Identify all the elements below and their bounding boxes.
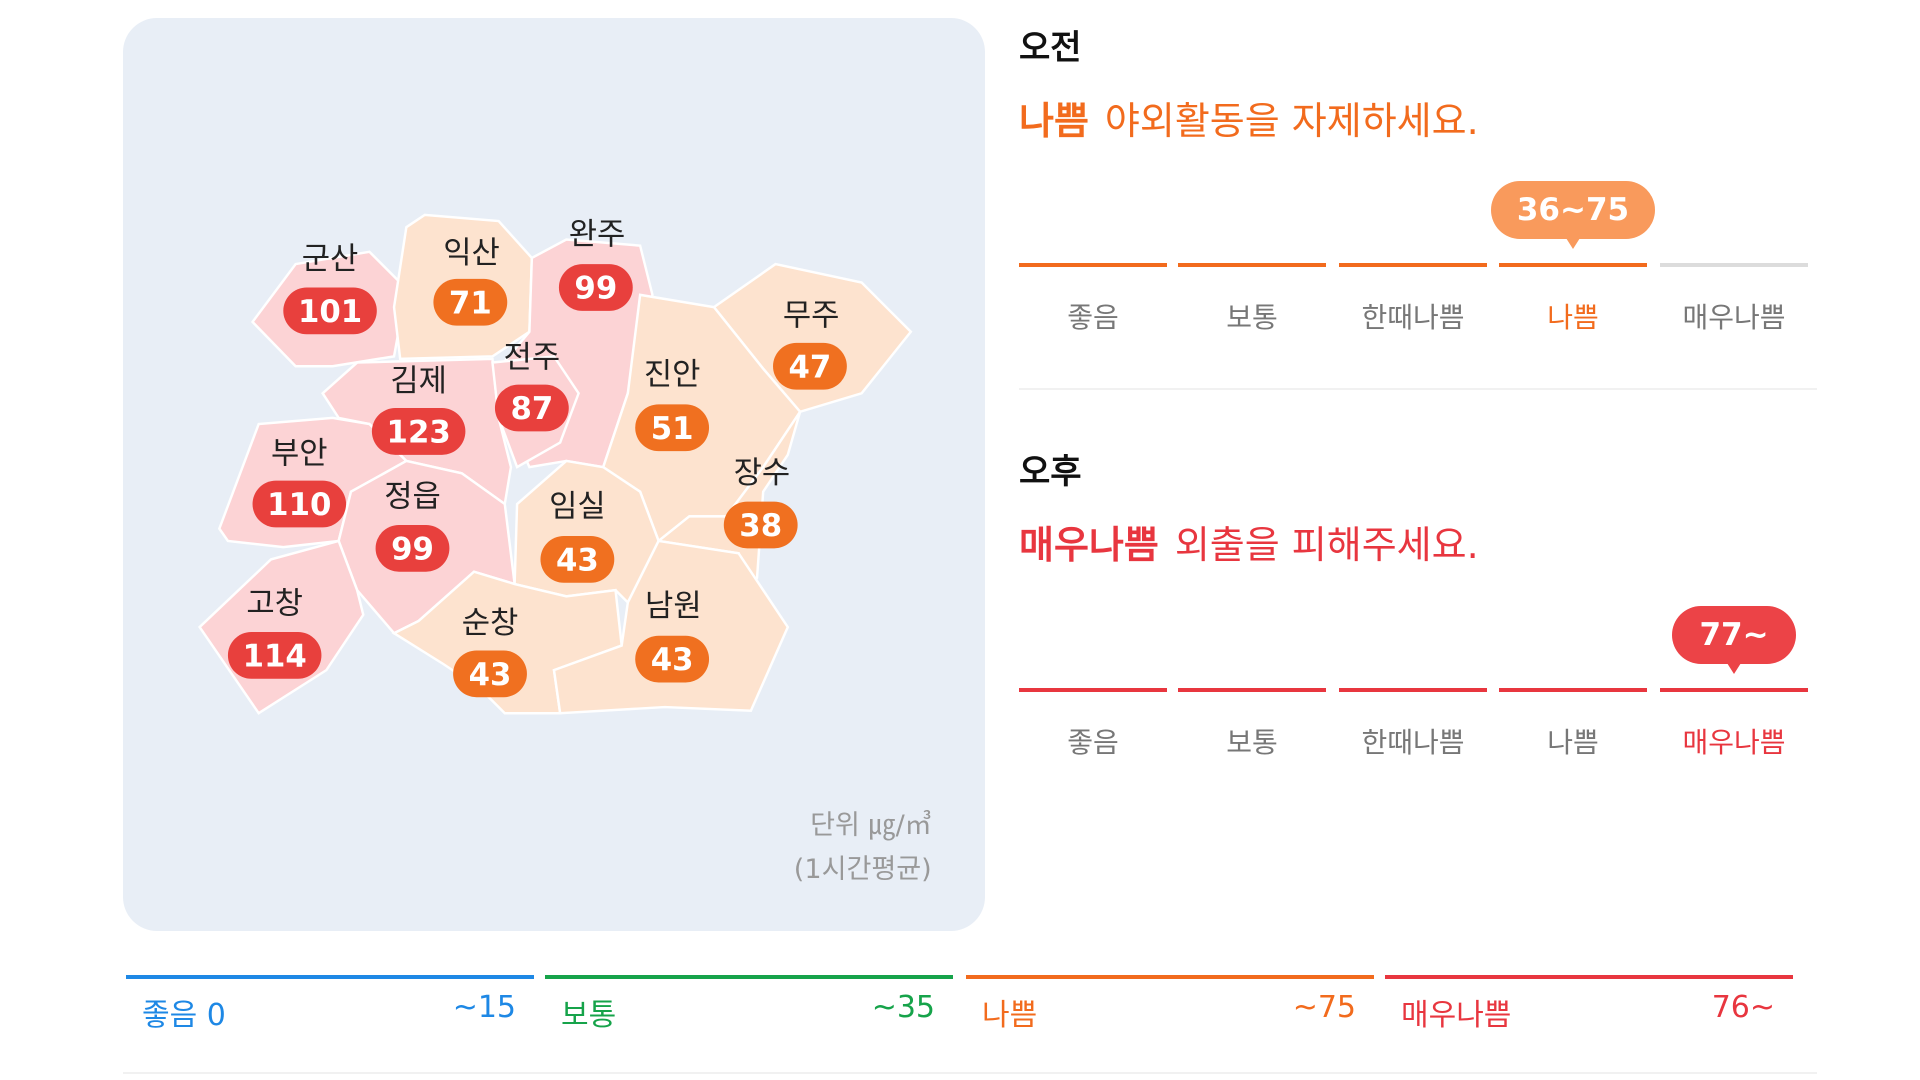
scale-level-label: 나쁨 bbox=[1547, 726, 1599, 759]
afternoon-advice: 외출을 피해주세요. bbox=[1174, 523, 1479, 567]
region-name: 남원 bbox=[645, 588, 702, 624]
section-divider bbox=[1019, 388, 1817, 390]
region-13[interactable] bbox=[552, 539, 790, 715]
region-name: 순창 bbox=[462, 605, 519, 641]
region-value: 38 bbox=[739, 508, 782, 544]
legend-range: 76~ bbox=[1711, 990, 1775, 1025]
region-value: 123 bbox=[387, 415, 451, 451]
scale-bar bbox=[1499, 688, 1647, 692]
scale-level-label: 한때나쁨 bbox=[1361, 726, 1465, 759]
legend-label: 좋음 0 bbox=[142, 998, 226, 1033]
region-value: 43 bbox=[556, 542, 599, 578]
value-badge bbox=[371, 408, 466, 455]
scale-bar bbox=[1339, 688, 1487, 692]
scale-level-label: 나쁨 bbox=[1547, 301, 1599, 334]
value-badge bbox=[635, 404, 710, 452]
value-badge bbox=[540, 536, 615, 583]
scale-level-label: 매우나쁨 bbox=[1682, 301, 1786, 334]
scale-bar bbox=[1178, 263, 1326, 267]
legend-line bbox=[966, 975, 1374, 979]
region-name: 장수 bbox=[734, 455, 791, 491]
scale-bar bbox=[1499, 263, 1647, 267]
value-badge bbox=[433, 278, 508, 326]
scale-bar bbox=[1660, 688, 1808, 692]
region-value: 43 bbox=[469, 657, 512, 693]
region-name: 진안 bbox=[644, 357, 701, 393]
region-value: 47 bbox=[789, 349, 832, 385]
region-value: 43 bbox=[651, 642, 694, 678]
region-name: 완주 bbox=[569, 216, 626, 252]
morning-title: 오전 bbox=[1019, 28, 1082, 68]
legend-range: ~15 bbox=[452, 990, 516, 1025]
afternoon-title: 오후 bbox=[1019, 452, 1082, 492]
legend-line bbox=[545, 975, 953, 979]
scale-bar bbox=[1019, 688, 1167, 692]
region-name: 김제 bbox=[390, 363, 447, 399]
legend-label: 보통 bbox=[561, 998, 617, 1033]
region-value: 71 bbox=[449, 285, 492, 321]
scale-bar bbox=[1339, 263, 1487, 267]
region-name: 부안 bbox=[271, 435, 328, 471]
region-value: 87 bbox=[510, 391, 553, 427]
legend-label: 매우나쁨 bbox=[1401, 998, 1512, 1033]
value-badge bbox=[773, 342, 847, 390]
scale-level-label: 한때나쁨 bbox=[1361, 301, 1465, 334]
legend-range: ~35 bbox=[871, 990, 935, 1025]
value-badge bbox=[558, 264, 633, 311]
air-quality-map: 군산 101 익산 71 완주 99 무주 47 김제 123 전주 87 진안 51 부안 110 정읍 99 장… bbox=[123, 18, 985, 931]
scale-level-label: 매우나쁨 bbox=[1682, 726, 1786, 759]
morning-message: 나쁨 야외활동을 자제하세요. bbox=[1019, 90, 1479, 145]
region-value: 51 bbox=[651, 411, 694, 447]
value-badge bbox=[635, 635, 710, 683]
region-name: 익산 bbox=[443, 235, 500, 271]
region-11[interactable] bbox=[198, 539, 365, 715]
region-name: 정읍 bbox=[384, 478, 441, 514]
scale-level-label: 좋음 bbox=[1067, 726, 1119, 759]
region-name: 전주 bbox=[504, 339, 561, 375]
range-badge: 36~75 bbox=[1491, 181, 1655, 249]
value-badge bbox=[283, 287, 377, 335]
morning-advice: 야외활동을 자제하세요. bbox=[1104, 99, 1479, 143]
legend-line bbox=[1385, 975, 1793, 979]
region-value: 114 bbox=[243, 638, 307, 674]
unit-label: 단위 ㎍/㎥ bbox=[810, 810, 932, 841]
unit-note: (1시간평균) bbox=[794, 854, 932, 885]
legend-range: ~75 bbox=[1292, 990, 1356, 1025]
afternoon-grade: 매우나쁨 bbox=[1019, 523, 1159, 567]
region-name: 고창 bbox=[246, 586, 303, 622]
bottom-divider bbox=[123, 1072, 1817, 1074]
value-badge bbox=[252, 480, 347, 528]
legend-line bbox=[126, 975, 534, 979]
value-badge bbox=[453, 650, 527, 698]
value-badge bbox=[494, 384, 569, 432]
range-badge: 77~ bbox=[1672, 606, 1796, 674]
scale-bar bbox=[1019, 263, 1167, 267]
value-badge bbox=[227, 631, 322, 679]
afternoon-message: 매우나쁨 외출을 피해주세요. bbox=[1019, 514, 1479, 569]
scale-level-label: 보통 bbox=[1226, 301, 1278, 334]
scale-bar bbox=[1178, 688, 1326, 692]
legend-label: 나쁨 bbox=[982, 998, 1038, 1033]
value-badge bbox=[375, 524, 450, 572]
value-badge bbox=[723, 501, 798, 549]
scale-level-label: 보통 bbox=[1226, 726, 1278, 759]
region-name: 무주 bbox=[783, 298, 840, 334]
region-map: 군산 101 익산 71 완주 99 무주 47 김제 123 전주 87 진안 51 부안 110 정읍 99 장… bbox=[198, 213, 932, 885]
region-value: 101 bbox=[298, 294, 362, 330]
region-name: 임실 bbox=[549, 488, 606, 524]
morning-grade: 나쁨 bbox=[1019, 99, 1089, 143]
region-name: 군산 bbox=[302, 241, 359, 277]
region-value: 99 bbox=[391, 531, 434, 567]
region-value: 110 bbox=[267, 487, 331, 523]
scale-bar bbox=[1660, 263, 1808, 267]
region-value: 99 bbox=[574, 271, 617, 307]
scale-level-label: 좋음 bbox=[1067, 301, 1119, 334]
